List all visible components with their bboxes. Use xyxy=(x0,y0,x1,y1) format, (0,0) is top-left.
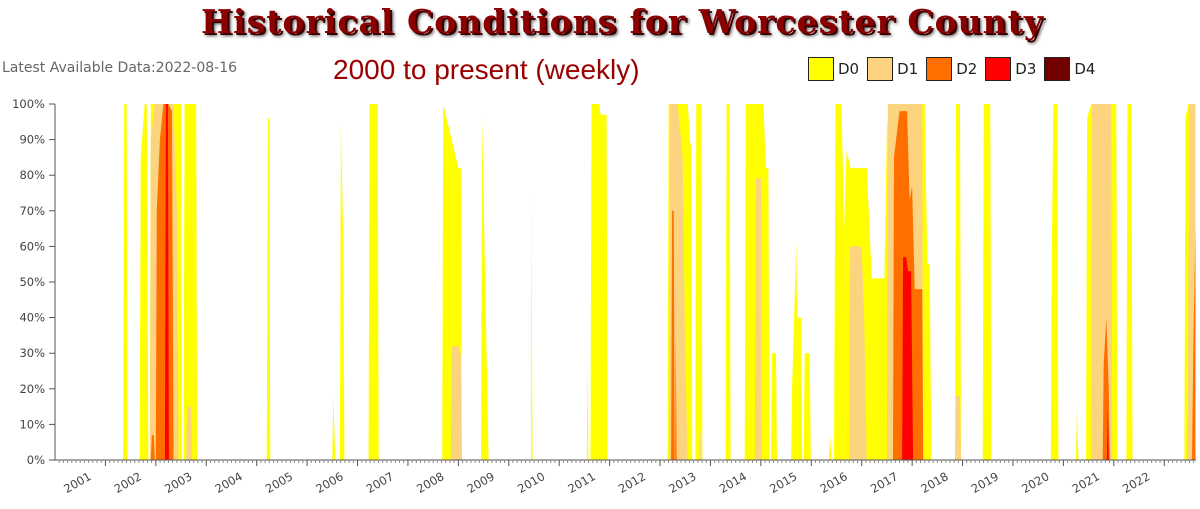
series-area-d3 xyxy=(164,104,1109,460)
legend-item-d3[interactable]: D3 xyxy=(985,57,1036,81)
x-tick-label: 2006 xyxy=(313,469,345,496)
x-tick-label: 2013 xyxy=(666,469,698,496)
legend-swatch-d4 xyxy=(1044,57,1071,81)
x-tick-label: 2010 xyxy=(515,469,547,496)
x-tick-label: 2020 xyxy=(1019,469,1051,496)
x-tick-label: 2007 xyxy=(364,469,396,496)
y-tick-label: 60% xyxy=(19,239,45,253)
x-tick-label: 2001 xyxy=(61,469,93,496)
x-tick-label: 2012 xyxy=(616,469,648,496)
legend-item-d4[interactable]: D4 xyxy=(1044,57,1095,81)
legend-item-d1[interactable]: D1 xyxy=(867,57,918,81)
y-tick-label: 40% xyxy=(19,311,45,325)
x-tick-label: 2005 xyxy=(263,469,295,496)
legend-label-d0: D0 xyxy=(838,60,860,78)
x-tick-label: 2019 xyxy=(969,469,1001,496)
series-area-d0 xyxy=(123,104,1196,460)
x-tick-label: 2021 xyxy=(1070,469,1102,496)
latest-data-label: Latest Available Data:2022-08-16 xyxy=(2,60,238,76)
x-tick-label: 2004 xyxy=(213,469,245,496)
x-tick-label: 2011 xyxy=(565,469,597,496)
chart-subtitle: 2000 to present (weekly) xyxy=(333,54,640,85)
legend-swatch-d3 xyxy=(985,57,1012,81)
y-tick-label: 10% xyxy=(19,417,45,431)
series-layer xyxy=(123,104,1196,460)
legend-swatch-d1 xyxy=(867,57,894,81)
y-tick-label: 20% xyxy=(19,382,45,396)
legend-swatch-d2 xyxy=(926,57,953,81)
y-tick-label: 80% xyxy=(19,168,45,182)
legend-swatch-d0 xyxy=(808,57,834,81)
legend-item-d2[interactable]: D2 xyxy=(926,57,977,81)
legend-label-d2: D2 xyxy=(956,60,978,78)
legend-label-d4: D4 xyxy=(1074,60,1096,78)
x-tick-label: 2002 xyxy=(112,469,144,496)
chart-title: Historical Conditions for Worcester Coun… xyxy=(200,2,1044,41)
y-tick-label: 100% xyxy=(12,97,45,111)
x-tick-label: 2018 xyxy=(918,469,950,496)
x-tick-label: 2015 xyxy=(767,469,799,496)
x-tick-label: 2016 xyxy=(818,469,850,496)
legend-label-d1: D1 xyxy=(897,60,919,78)
x-tick-label: 2014 xyxy=(717,469,749,496)
x-tick-label: 2003 xyxy=(162,469,194,496)
x-tick-label: 2008 xyxy=(414,469,446,496)
y-tick-label: 30% xyxy=(19,346,45,360)
x-tick-label: 2022 xyxy=(1120,469,1152,496)
y-tick-label: 70% xyxy=(19,204,45,218)
x-tick-label: 2017 xyxy=(868,469,900,496)
y-tick-label: 50% xyxy=(19,275,45,289)
legend: D0 D1 D2 D3 D4 xyxy=(808,57,1097,81)
series-area-d2 xyxy=(150,104,1196,460)
x-tick-label: 2009 xyxy=(465,469,497,496)
legend-item-d0[interactable]: D0 xyxy=(808,57,859,81)
legend-label-d3: D3 xyxy=(1015,60,1037,78)
y-tick-label: 90% xyxy=(19,133,45,147)
y-tick-label: 0% xyxy=(27,453,45,467)
